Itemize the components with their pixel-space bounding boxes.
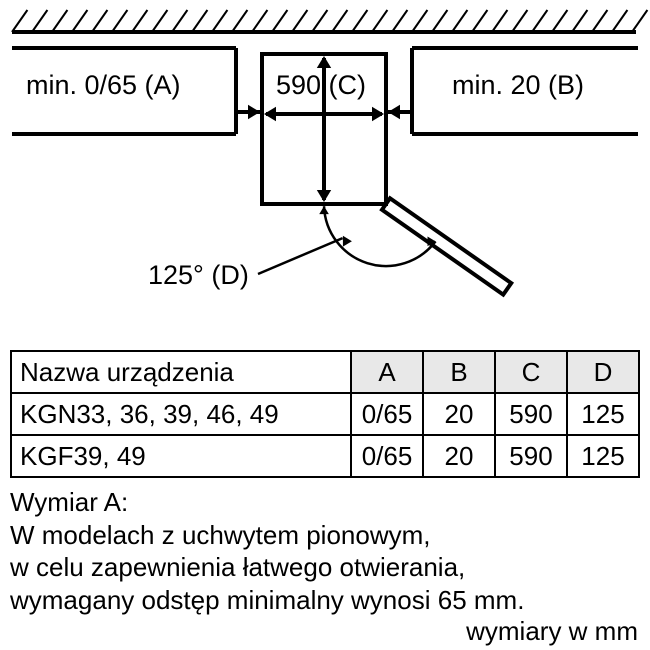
table-row: KGN33, 36, 39, 46, 49 0/65 20 590 125 (11, 393, 639, 435)
cell-a: 0/65 (351, 435, 423, 477)
col-b: B (423, 351, 495, 393)
cell-a: 0/65 (351, 393, 423, 435)
units-label: wymiary w mm (466, 616, 638, 647)
diagram-svg (0, 0, 650, 350)
col-d: D (567, 351, 639, 393)
note-line: wymagany odstęp minimalny wynosi 65 mm. (10, 585, 524, 615)
note-line: W modelach z uchwytem pionowym, (10, 520, 430, 550)
table-row: KGF39, 49 0/65 20 590 125 (11, 435, 639, 477)
cell-b: 20 (423, 393, 495, 435)
col-a: A (351, 351, 423, 393)
table-header-row: Nazwa urządzenia A B C D (11, 351, 639, 393)
dimensions-table: Nazwa urządzenia A B C D KGN33, 36, 39, … (10, 350, 640, 478)
note-text: Wymiar A: W modelach z uchwytem pionowym… (10, 486, 640, 616)
cell-c: 590 (495, 435, 567, 477)
label-a: min. 0/65 (A) (26, 70, 181, 101)
cell-d: 125 (567, 393, 639, 435)
cell-name: KGF39, 49 (11, 435, 351, 477)
installation-diagram: min. 0/65 (A) min. 20 (B) 590 (C) 125° (… (0, 0, 650, 350)
label-d: 125° (D) (148, 260, 249, 291)
note-line: w celu zapewnienia łatwego otwierania, (10, 552, 465, 582)
label-c: 590 (C) (276, 70, 366, 101)
cell-b: 20 (423, 435, 495, 477)
col-name: Nazwa urządzenia (11, 351, 351, 393)
cell-name: KGN33, 36, 39, 46, 49 (11, 393, 351, 435)
cell-c: 590 (495, 393, 567, 435)
label-b: min. 20 (B) (452, 70, 584, 101)
col-c: C (495, 351, 567, 393)
cell-d: 125 (567, 435, 639, 477)
note-heading: Wymiar A: (10, 487, 128, 517)
